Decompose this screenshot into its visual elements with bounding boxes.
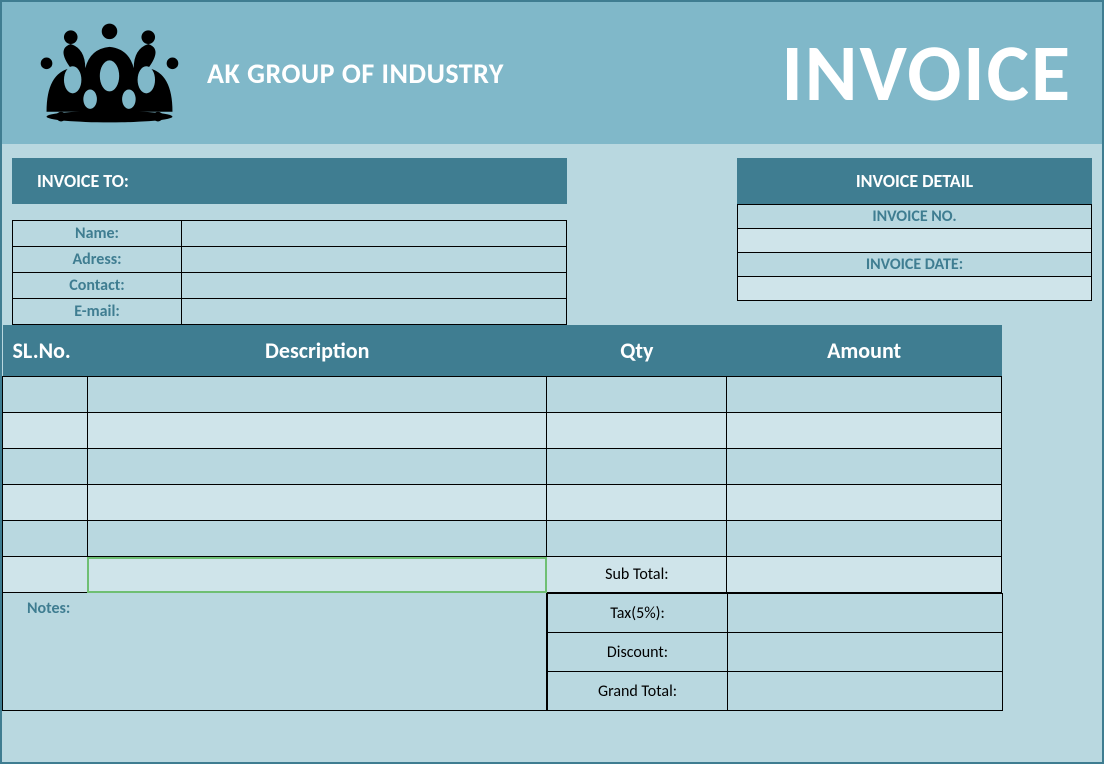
invoice-date-field[interactable]: [737, 277, 1092, 301]
cell-qty[interactable]: [547, 521, 727, 557]
cell-sl[interactable]: [3, 377, 88, 413]
cell-sl[interactable]: [3, 485, 88, 521]
table-row: [3, 521, 1002, 557]
col-header-desc: Description: [87, 325, 546, 377]
invoice-no-label: INVOICE NO.: [737, 204, 1092, 229]
meta-section: INVOICE TO: Name: Adress: Contact: E-mai…: [2, 144, 1102, 325]
cell-sl[interactable]: [3, 557, 88, 593]
contact-field[interactable]: [182, 273, 567, 299]
subtotal-value[interactable]: [727, 557, 1002, 593]
cell-sl[interactable]: [3, 521, 88, 557]
cell-desc[interactable]: [87, 413, 546, 449]
cell-desc[interactable]: [87, 485, 546, 521]
cell-amt[interactable]: [727, 485, 1002, 521]
invoice-date-label: INVOICE DATE:: [737, 253, 1092, 277]
cell-amt[interactable]: [727, 413, 1002, 449]
invoice-to-header: INVOICE TO:: [12, 158, 567, 204]
name-label: Name:: [12, 220, 182, 247]
totals-section: Notes: Tax(5%): Discount: Grand Total:: [2, 593, 1092, 711]
col-header-amt: Amount: [727, 325, 1002, 377]
notes-box[interactable]: Notes:: [2, 593, 547, 711]
table-row: [3, 377, 1002, 413]
email-field[interactable]: [182, 299, 567, 325]
items-table-wrap: SL.No. Description Qty Amount: [2, 325, 1092, 711]
discount-label: Discount:: [548, 633, 728, 672]
totals-table: Tax(5%): Discount: Grand Total:: [547, 593, 1003, 711]
invoice-to-block: INVOICE TO: Name: Adress: Contact: E-mai…: [12, 158, 567, 325]
table-row: [3, 413, 1002, 449]
notes-label: Notes:: [27, 599, 70, 618]
discount-value[interactable]: [728, 633, 1003, 672]
grandtotal-value[interactable]: [728, 672, 1003, 711]
table-row: Sub Total:: [3, 557, 1002, 593]
table-row: [3, 485, 1002, 521]
cell-qty[interactable]: [547, 377, 727, 413]
email-label: E-mail:: [12, 299, 182, 325]
company-name: AK GROUP OF INDUSTRY: [207, 56, 504, 91]
invoice-detail-block: INVOICE DETAIL INVOICE NO. INVOICE DATE:: [737, 158, 1092, 325]
items-table: SL.No. Description Qty Amount: [2, 325, 1002, 593]
invoice-no-field[interactable]: [737, 229, 1092, 253]
address-field[interactable]: [182, 247, 567, 273]
cell-desc[interactable]: [87, 449, 546, 485]
col-header-sl: SL.No.: [3, 325, 88, 377]
cell-sl[interactable]: [3, 413, 88, 449]
cell-desc[interactable]: [87, 521, 546, 557]
cell-desc[interactable]: [87, 377, 546, 413]
crown-logo-icon: [32, 18, 187, 128]
address-label: Adress:: [12, 247, 182, 273]
document-title: INVOICE: [781, 25, 1072, 122]
subtotal-label: Sub Total:: [547, 557, 727, 593]
header-banner: AK GROUP OF INDUSTRY INVOICE: [2, 2, 1102, 144]
tax-value[interactable]: [728, 594, 1003, 633]
cell-amt[interactable]: [727, 449, 1002, 485]
tax-label: Tax(5%):: [548, 594, 728, 633]
col-header-qty: Qty: [547, 325, 727, 377]
selected-cell[interactable]: [87, 557, 546, 593]
cell-qty[interactable]: [547, 485, 727, 521]
cell-amt[interactable]: [727, 521, 1002, 557]
invoice-detail-header: INVOICE DETAIL: [737, 158, 1092, 204]
table-row: [3, 449, 1002, 485]
grandtotal-label: Grand Total:: [548, 672, 728, 711]
invoice-to-fields: Name: Adress: Contact: E-mail:: [12, 220, 567, 325]
cell-qty[interactable]: [547, 413, 727, 449]
cell-sl[interactable]: [3, 449, 88, 485]
invoice-document: AK GROUP OF INDUSTRY INVOICE INVOICE TO:…: [0, 0, 1104, 764]
cell-qty[interactable]: [547, 449, 727, 485]
contact-label: Contact:: [12, 273, 182, 299]
cell-amt[interactable]: [727, 377, 1002, 413]
name-field[interactable]: [182, 220, 567, 247]
